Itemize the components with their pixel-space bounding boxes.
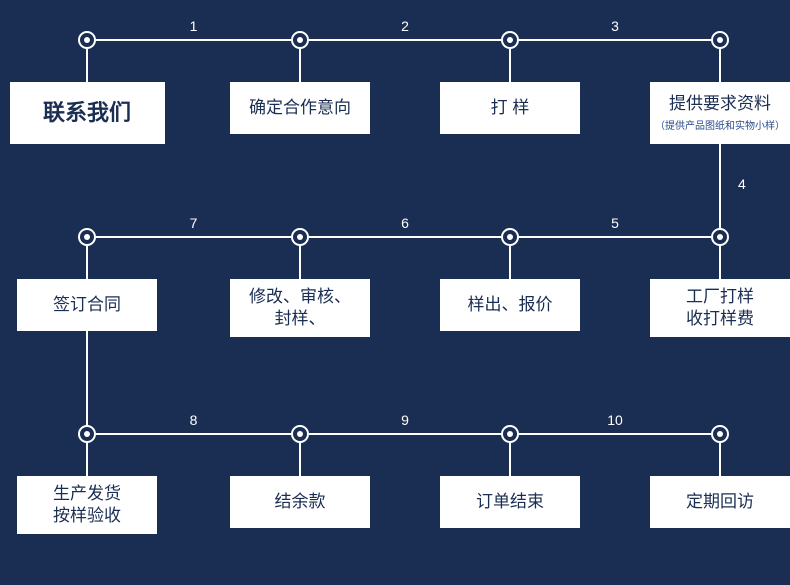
step-box-sublabel: （提供产品图纸和实物小样）: [655, 120, 785, 133]
edge-line: [719, 144, 721, 228]
step-box-label: 结余款: [275, 491, 326, 513]
step-box-b8: 签订合同: [17, 279, 157, 331]
node-circle: [78, 228, 96, 246]
edge-label: 4: [738, 176, 746, 192]
edge-label: 5: [611, 215, 619, 231]
node-circle: [291, 425, 309, 443]
node-circle: [291, 31, 309, 49]
edge-line: [96, 433, 291, 435]
connector-line: [509, 443, 511, 476]
step-box-b10: 结余款: [230, 476, 370, 528]
node-circle: [78, 31, 96, 49]
edge-line: [519, 39, 711, 41]
node-circle: [711, 425, 729, 443]
node-circle: [711, 31, 729, 49]
edge-line: [86, 331, 88, 425]
step-box-b9: 生产发货 按样验收: [17, 476, 157, 534]
step-box-label: 提供要求资料: [669, 93, 771, 115]
step-box-b3: 打 样: [440, 82, 580, 134]
connector-line: [719, 246, 721, 279]
connector-line: [719, 49, 721, 82]
step-box-label: 工厂打样 收打样费: [686, 286, 754, 330]
step-box-b2: 确定合作意向: [230, 82, 370, 134]
edge-line: [96, 236, 291, 238]
step-box-b11: 订单结束: [440, 476, 580, 528]
step-box-label: 打 样: [491, 97, 530, 119]
connector-line: [299, 246, 301, 279]
step-box-label: 确定合作意向: [249, 97, 351, 119]
node-circle: [501, 425, 519, 443]
edge-line: [309, 433, 501, 435]
edge-line: [519, 236, 711, 238]
node-circle: [711, 228, 729, 246]
edge-label: 10: [607, 412, 623, 428]
step-box-b1: 联系我们: [10, 82, 165, 144]
node-circle: [291, 228, 309, 246]
edge-label: 3: [611, 18, 619, 34]
step-box-label: 生产发货 按样验收: [53, 483, 121, 527]
step-box-b7: 修改、审核、 封样、: [230, 279, 370, 337]
edge-label: 8: [190, 412, 198, 428]
step-box-label: 订单结束: [476, 491, 544, 513]
step-box-label: 修改、审核、 封样、: [249, 286, 351, 330]
edge-line: [519, 433, 711, 435]
connector-line: [509, 49, 511, 82]
edge-line: [309, 236, 501, 238]
step-box-b6: 样出、报价: [440, 279, 580, 331]
step-box-b4: 提供要求资料 （提供产品图纸和实物小样）: [650, 82, 790, 144]
connector-line: [299, 49, 301, 82]
edge-label: 1: [190, 18, 198, 34]
connector-line: [509, 246, 511, 279]
connector-line: [86, 443, 88, 476]
edge-label: 9: [401, 412, 409, 428]
step-box-label: 签订合同: [53, 294, 121, 316]
edge-line: [309, 39, 501, 41]
edge-label: 2: [401, 18, 409, 34]
node-circle: [78, 425, 96, 443]
edge-line: [96, 39, 291, 41]
flowchart-container: { "diagram": { "type": "flowchart", "bac…: [0, 0, 790, 585]
connector-line: [86, 246, 88, 279]
step-box-label: 联系我们: [43, 99, 131, 128]
node-circle: [501, 31, 519, 49]
step-box-b5: 工厂打样 收打样费: [650, 279, 790, 337]
connector-line: [299, 443, 301, 476]
step-box-b12: 定期回访: [650, 476, 790, 528]
node-circle: [501, 228, 519, 246]
edge-label: 6: [401, 215, 409, 231]
step-box-label: 样出、报价: [468, 294, 553, 316]
connector-line: [719, 443, 721, 476]
connector-line: [86, 49, 88, 82]
step-box-label: 定期回访: [686, 491, 754, 513]
edge-label: 7: [190, 215, 198, 231]
